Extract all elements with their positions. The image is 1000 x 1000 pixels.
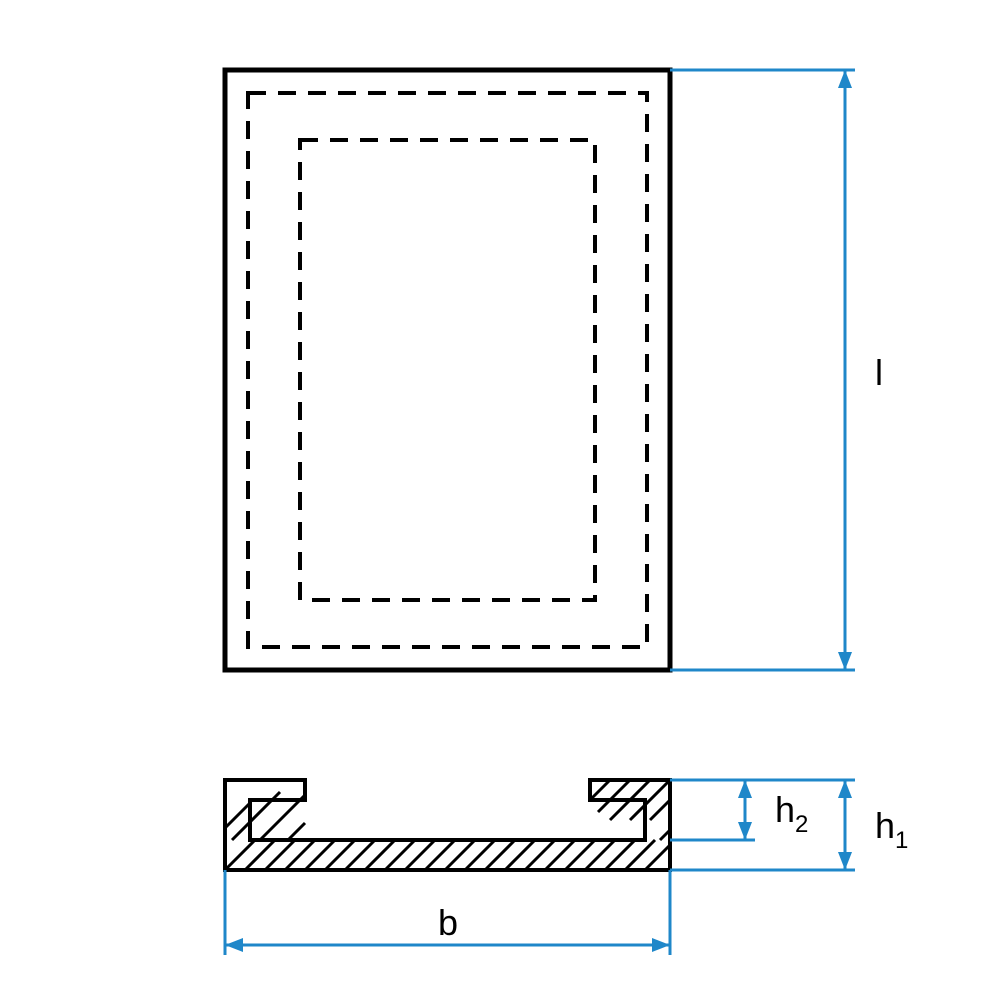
top-view-dashed-rect-2 — [300, 140, 595, 600]
dim-label-b: b — [438, 902, 458, 943]
dim-label-h2: h2 — [775, 789, 808, 838]
dim-label-l: l — [875, 352, 883, 393]
section-view — [225, 780, 670, 870]
dim-label-h1: h1 — [875, 805, 908, 854]
top-view-outer-rect — [225, 70, 670, 670]
technical-drawing: l b h1 h2 — [0, 0, 1000, 1000]
top-view-dashed-rect-1 — [248, 93, 647, 647]
